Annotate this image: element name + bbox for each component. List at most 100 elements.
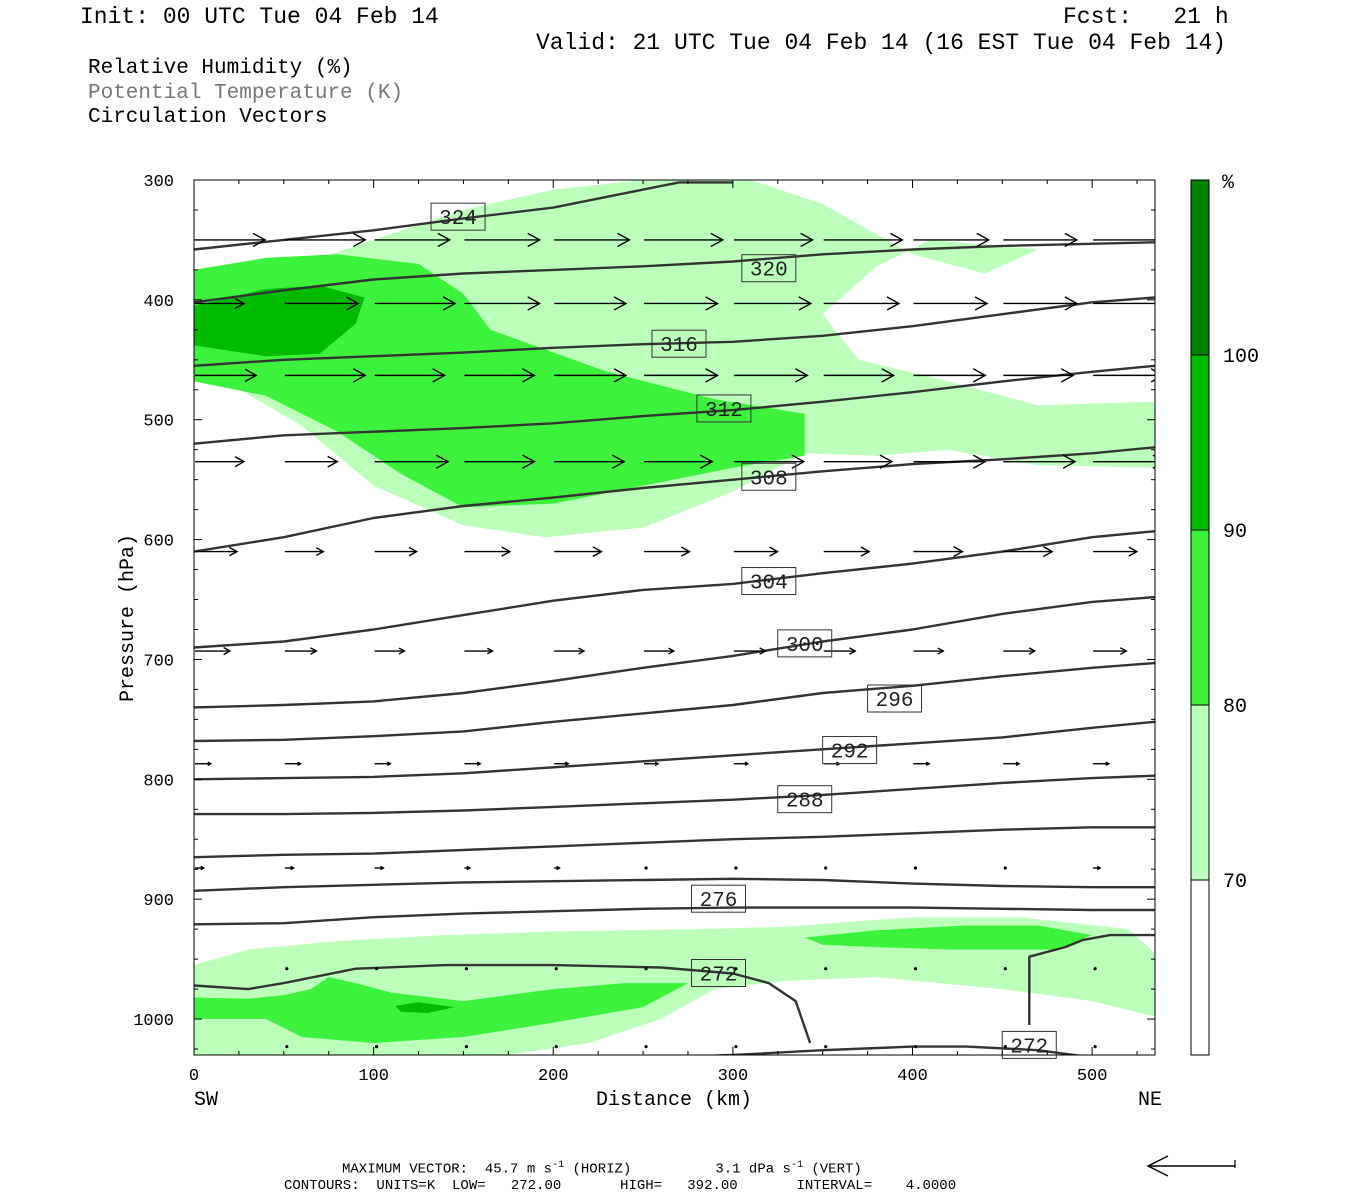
theta-contour-label: 288 (777, 785, 833, 814)
theta-contour-label: 272 (691, 958, 747, 987)
circulation-vector (285, 967, 289, 971)
circulation-vector (823, 296, 901, 311)
circulation-vector (1003, 454, 1077, 469)
colorbar-band (1191, 355, 1209, 530)
circulation-vector (1093, 368, 1155, 383)
field-relative-humidity: Relative Humidity (%) (88, 57, 353, 80)
circulation-vector (554, 546, 603, 557)
theta-label-text: 296 (876, 690, 914, 713)
colorbar-unit: % (1222, 172, 1235, 195)
x-tick-label: 500 (1077, 1067, 1108, 1086)
theta-contour-line (194, 661, 1155, 743)
x-left-direction-label: SW (194, 1089, 218, 1112)
colorbar-level-label: 70 (1223, 871, 1247, 894)
circulation-vector (734, 866, 738, 870)
theta-label-text: 272 (700, 964, 738, 987)
horiz-unit-exponent: -1 (552, 1160, 565, 1171)
circulation-vector (644, 761, 660, 766)
y-tick-label: 400 (143, 293, 174, 312)
circulation-vector (284, 761, 303, 766)
vert-tag: (VERT) (811, 1161, 862, 1178)
circulation-vector (284, 296, 360, 311)
circulation-vector (195, 368, 258, 383)
y-tick-label: 300 (143, 173, 174, 192)
circulation-vector (1003, 296, 1079, 311)
circulation-vector (195, 232, 267, 248)
circulation-vector (644, 368, 720, 383)
valid-time: Valid: 21 UTC Tue 04 Feb 14 (16 EST Tue … (536, 30, 1227, 56)
circulation-vector (1093, 546, 1139, 557)
theta-contour-line (194, 774, 1155, 816)
theta-contour-label: 304 (741, 567, 797, 596)
circulation-vector (464, 865, 472, 871)
x-right-direction-label: NE (1138, 1089, 1162, 1112)
theta-contour-line (194, 906, 1155, 926)
theta-contour-label: 324 (430, 202, 486, 231)
colorbar-band (1191, 705, 1209, 880)
circulation-vector (644, 967, 648, 971)
circulation-vector (734, 967, 738, 971)
circulation-vector (464, 546, 512, 557)
circulation-vector (374, 296, 457, 311)
circulation-vector (374, 232, 452, 248)
theta-label-text: 288 (786, 791, 824, 814)
x-tick-label: 300 (718, 1067, 749, 1086)
circulation-vector (1003, 1045, 1007, 1049)
theta-label-text: 308 (750, 468, 788, 491)
circulation-vector (824, 967, 828, 971)
circulation-vector (733, 761, 750, 766)
circulation-vector (374, 761, 392, 766)
circulation-vector (1093, 1045, 1097, 1049)
max-vector-label: MAXIMUM VECTOR: (342, 1161, 469, 1178)
forecast-hour: Fcst: 21 h (1063, 4, 1229, 30)
y-tick-label: 1000 (133, 1012, 174, 1031)
theta-contour-line (696, 1045, 1084, 1055)
reference-vector-arrow (1146, 1155, 1236, 1177)
plot-frame (193, 179, 1156, 1056)
colorbar-band (1191, 880, 1209, 1055)
circulation-vector (554, 368, 628, 383)
field-circulation-vectors: Circulation Vectors (88, 106, 328, 129)
circulation-vector (284, 865, 296, 871)
x-tick-label: 200 (538, 1067, 569, 1086)
theta-contours (194, 181, 1155, 1055)
circulation-vector (913, 454, 987, 469)
theta-label-text: 276 (700, 890, 738, 913)
y-tick-label: 800 (143, 772, 174, 791)
x-axis-label: Distance (km) (596, 1089, 752, 1112)
circulation-vector (644, 1045, 648, 1049)
theta-contour-label: 320 (741, 254, 797, 283)
axes: 300 400 500 600 700 800 900 1000 0 100 200 300 400 50… (133, 173, 1155, 1086)
theta-contour-line (194, 296, 1155, 367)
y-tick-label: 900 (143, 892, 174, 911)
theta-contour-line (194, 446, 1155, 553)
circulation-vector (554, 296, 628, 311)
colorbar-level-label: 80 (1223, 696, 1247, 719)
circulation-vector (734, 1045, 738, 1049)
theta-label-text: 304 (750, 573, 788, 596)
circulation-vector (464, 368, 536, 383)
circulation-vector (554, 967, 558, 971)
theta-contour-line (1028, 933, 1155, 1025)
circulation-vector (554, 865, 561, 871)
circulation-vector (554, 1045, 558, 1049)
horiz-tag: (HORIZ) (572, 1161, 632, 1178)
y-axis-label: Pressure (hPa) (117, 534, 140, 702)
circulation-vector (374, 368, 447, 383)
circulation-vector (1003, 866, 1007, 870)
theta-contour-label: 300 (777, 629, 833, 658)
x-tick-label: 0 (189, 1067, 199, 1086)
theta-label-text: 312 (705, 400, 743, 423)
circulation-vector (464, 761, 482, 766)
circulation-vector (823, 232, 904, 248)
theta-contour-label: 296 (867, 684, 923, 713)
circulation-vector (644, 866, 648, 870)
circulation-vector (823, 368, 896, 383)
circulation-vector (644, 546, 692, 557)
circulation-vector (824, 1045, 828, 1049)
circulation-vector (464, 1045, 469, 1049)
circulation-vector (1003, 761, 1021, 766)
max-vector-line: MAXIMUM VECTOR: 45.7 m s-1 (HORIZ) 3.1 d… (342, 1158, 862, 1178)
circulation-vector (1003, 546, 1054, 558)
theta-contour-line (194, 720, 1155, 781)
